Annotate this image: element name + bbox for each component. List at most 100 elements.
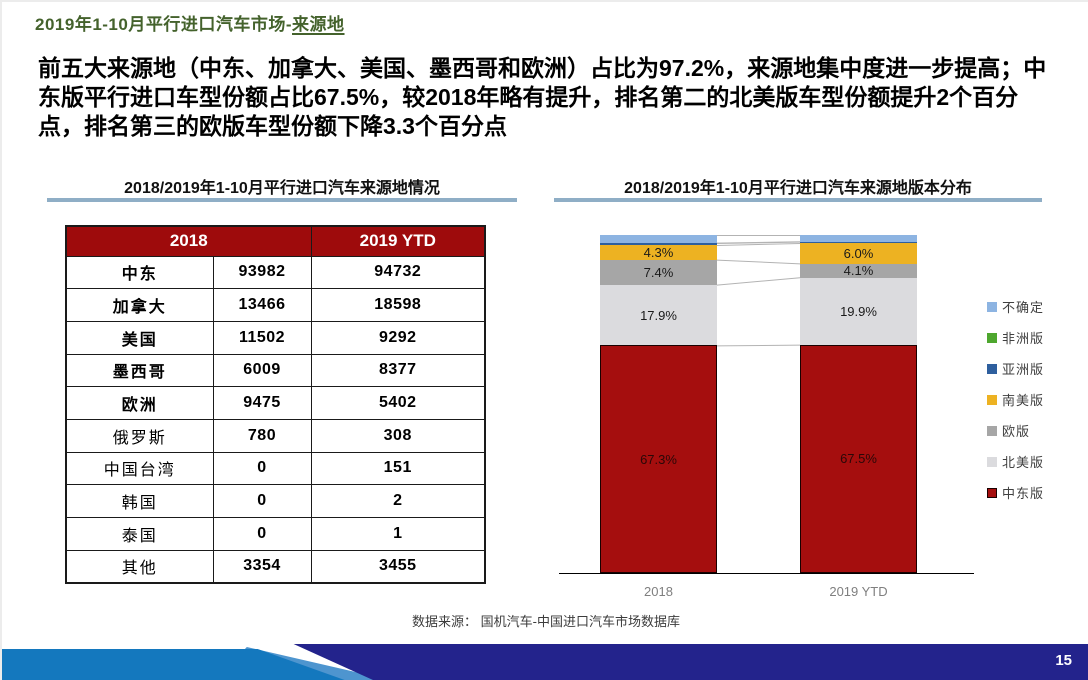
bar-segment-北美版: 19.9% (800, 277, 917, 345)
value-2018: 0 (212, 451, 312, 486)
value-2018: 13466 (212, 288, 312, 322)
legend-item-不确定: 不确定 (987, 291, 1044, 322)
value-2019: 3455 (310, 549, 486, 584)
page-number: 15 (1055, 652, 1072, 669)
legend-swatch-icon (987, 425, 997, 436)
value-2019: 151 (310, 451, 486, 486)
table-row: 中国台湾 0 151 (65, 451, 486, 486)
slide-title-underlined: 来源地 (292, 15, 345, 34)
value-2018: 780 (212, 418, 312, 453)
value-2019: 1 (310, 517, 486, 551)
slide-title-prefix: 2019年1-10月平行进口汽车市场- (35, 15, 293, 34)
legend-swatch-icon (987, 456, 997, 467)
bar-segment-不确定 (800, 235, 917, 242)
legend-swatch-icon (987, 301, 997, 312)
table-row: 泰国 0 1 (65, 517, 486, 551)
value-2018: 11502 (212, 320, 312, 355)
row-label: 欧洲 (65, 386, 214, 420)
value-2018: 0 (212, 517, 312, 551)
table-header-2018: 2018 (65, 225, 312, 257)
value-2018: 3354 (212, 549, 312, 584)
legend-swatch-icon (987, 332, 997, 343)
stacked-bar-2019-ytd: 6.0% 4.1% 19.9% 67.5% (800, 235, 917, 573)
value-2019: 308 (310, 418, 486, 453)
table-row: 俄罗斯 780 308 (65, 418, 486, 453)
bar-segment-南美版: 6.0% (800, 243, 917, 264)
value-2019: 2 (310, 484, 486, 518)
row-label: 加拿大 (65, 288, 214, 322)
row-label: 美国 (65, 320, 214, 355)
segment-data-label: 17.9% (640, 307, 677, 323)
value-2018: 9475 (212, 386, 312, 420)
row-label: 其他 (65, 549, 214, 584)
value-2018: 93982 (212, 255, 312, 290)
legend-label: 欧版 (1002, 424, 1031, 439)
bar-segment-欧版: 7.4% (600, 259, 717, 285)
table-row: 墨西哥 6009 8377 (65, 353, 486, 388)
table-row: 中东 93982 94732 (65, 255, 486, 290)
legend-swatch-icon (987, 394, 997, 405)
legend-item-亚洲版: 亚洲版 (987, 353, 1044, 384)
legend-item-中东版: 中东版 (987, 477, 1044, 508)
value-2019: 5402 (310, 386, 486, 420)
legend-label: 中东版 (1002, 486, 1045, 501)
chart-panel-rule (554, 198, 1042, 202)
table-row: 其他 3354 3455 (65, 549, 486, 584)
chart-panel-title: 2018/2019年1-10月平行进口汽车来源地版本分布 (624, 180, 972, 197)
segment-data-label: 19.9% (840, 303, 877, 319)
segment-data-label: 6.0% (843, 246, 874, 262)
segment-data-label: 4.1% (843, 263, 874, 279)
legend-item-非洲版: 非洲版 (987, 322, 1044, 353)
segment-data-label: 7.4% (643, 264, 674, 280)
value-2019: 9292 (310, 320, 486, 355)
x-axis-label: 2018 (644, 584, 673, 599)
footer-navy-bar (293, 644, 1088, 680)
source-table: 2018 2019 YTD 中东 93982 94732 加拿大 13466 18598 美… (65, 225, 487, 584)
table-header-2019ytd: 2019 YTD (310, 225, 486, 257)
legend-item-南美版: 南美版 (987, 384, 1044, 415)
value-2019: 94732 (310, 255, 486, 290)
legend-label: 亚洲版 (1002, 362, 1045, 377)
table-panel-title: 2018/2019年1-10月平行进口汽车来源地情况 (124, 180, 440, 197)
value-2019: 8377 (310, 353, 486, 388)
legend-swatch-icon (987, 363, 997, 374)
table-row: 加拿大 13466 18598 (65, 288, 486, 322)
bar-segment-不确定 (600, 235, 717, 244)
bar-segment-亚洲版 (600, 243, 717, 246)
stacked-bar-2018: 4.3% 7.4% 17.9% 67.3% (600, 235, 717, 573)
row-label: 中国台湾 (65, 451, 214, 486)
row-label: 俄罗斯 (65, 418, 214, 453)
bar-segment-南美版: 4.3% (600, 245, 717, 260)
value-2019: 18598 (310, 288, 486, 322)
data-source-note: 数据来源： 国机汽车-中国进口汽车市场数据库 (412, 614, 680, 629)
bar-segment-亚洲版 (800, 242, 917, 244)
bar-segment-中东版: 67.3% (600, 345, 717, 573)
row-label: 泰国 (65, 517, 214, 551)
table-panel-rule (47, 198, 517, 202)
slide-title: 2019年1-10月平行进口汽车市场-来源地 (35, 10, 345, 35)
table-body: 中东 93982 94732 加拿大 13466 18598 美国 11502 9292 墨西哥 6… (65, 255, 486, 584)
stacked-bar-chart: 4.3% 7.4% 17.9% 67.3% 6.0% 4.1% 19.9% 67.5% 不确定… (559, 232, 1074, 604)
table-header-row: 2018 2019 YTD (65, 225, 486, 257)
value-2018: 6009 (212, 353, 312, 388)
legend-item-欧版: 欧版 (987, 415, 1044, 446)
legend-label: 不确定 (1002, 300, 1045, 315)
table-row: 美国 11502 9292 (65, 320, 486, 355)
legend-item-北美版: 北美版 (987, 446, 1044, 477)
bar-segment-北美版: 17.9% (600, 284, 717, 346)
row-label: 中东 (65, 255, 214, 290)
segment-data-label: 4.3% (643, 245, 674, 261)
legend-label: 北美版 (1002, 455, 1045, 470)
table-row: 欧洲 9475 5402 (65, 386, 486, 420)
chart-plot-area: 4.3% 7.4% 17.9% 67.3% 6.0% 4.1% 19.9% 67.5% (559, 235, 974, 574)
row-label: 墨西哥 (65, 353, 214, 388)
bar-segment-欧版: 4.1% (800, 263, 917, 279)
segment-data-label: 67.5% (840, 451, 877, 467)
bar-segment-中东版: 67.5% (800, 344, 917, 573)
legend-swatch-icon (987, 487, 997, 498)
legend-label: 非洲版 (1002, 331, 1045, 346)
legend-label: 南美版 (1002, 393, 1045, 408)
value-2018: 0 (212, 484, 312, 518)
table-row: 韩国 0 2 (65, 484, 486, 518)
